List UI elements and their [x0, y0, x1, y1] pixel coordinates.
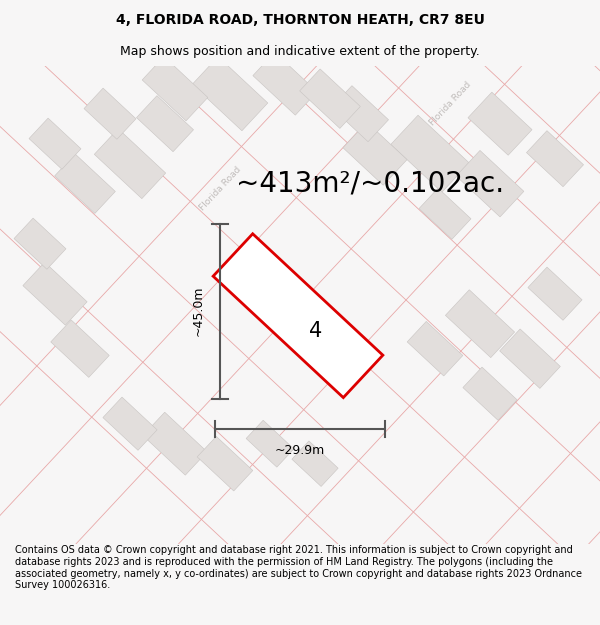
- Polygon shape: [419, 188, 471, 239]
- Polygon shape: [456, 151, 524, 217]
- Polygon shape: [142, 56, 208, 121]
- Polygon shape: [23, 262, 87, 325]
- Polygon shape: [299, 69, 361, 128]
- Polygon shape: [192, 57, 268, 131]
- Polygon shape: [526, 131, 584, 187]
- Text: 4: 4: [310, 321, 323, 341]
- Polygon shape: [51, 320, 109, 378]
- Polygon shape: [14, 218, 66, 269]
- Polygon shape: [136, 96, 194, 152]
- Polygon shape: [253, 52, 317, 115]
- Polygon shape: [445, 290, 515, 357]
- Polygon shape: [391, 115, 469, 192]
- Polygon shape: [197, 436, 253, 491]
- Polygon shape: [500, 329, 560, 388]
- Polygon shape: [407, 321, 463, 376]
- Text: ~45.0m: ~45.0m: [191, 286, 205, 336]
- Text: ~29.9m: ~29.9m: [275, 444, 325, 458]
- Text: Contains OS data © Crown copyright and database right 2021. This information is : Contains OS data © Crown copyright and d…: [15, 546, 582, 590]
- Polygon shape: [55, 154, 115, 213]
- Polygon shape: [143, 412, 207, 475]
- Text: ~413m²/~0.102ac.: ~413m²/~0.102ac.: [236, 169, 504, 198]
- Polygon shape: [331, 86, 389, 142]
- Polygon shape: [246, 420, 294, 467]
- Text: 4, FLORIDA ROAD, THORNTON HEATH, CR7 8EU: 4, FLORIDA ROAD, THORNTON HEATH, CR7 8EU: [116, 12, 484, 27]
- Polygon shape: [468, 92, 532, 155]
- Polygon shape: [343, 122, 407, 185]
- Text: Map shows position and indicative extent of the property.: Map shows position and indicative extent…: [120, 45, 480, 58]
- Polygon shape: [463, 367, 517, 420]
- Polygon shape: [84, 88, 136, 139]
- Polygon shape: [29, 118, 81, 169]
- Polygon shape: [528, 267, 582, 320]
- Polygon shape: [94, 129, 166, 199]
- Polygon shape: [213, 234, 383, 398]
- Text: Florida Road: Florida Road: [197, 165, 242, 212]
- Text: Florida Road: Florida Road: [427, 80, 473, 128]
- Polygon shape: [292, 441, 338, 486]
- Polygon shape: [103, 397, 157, 450]
